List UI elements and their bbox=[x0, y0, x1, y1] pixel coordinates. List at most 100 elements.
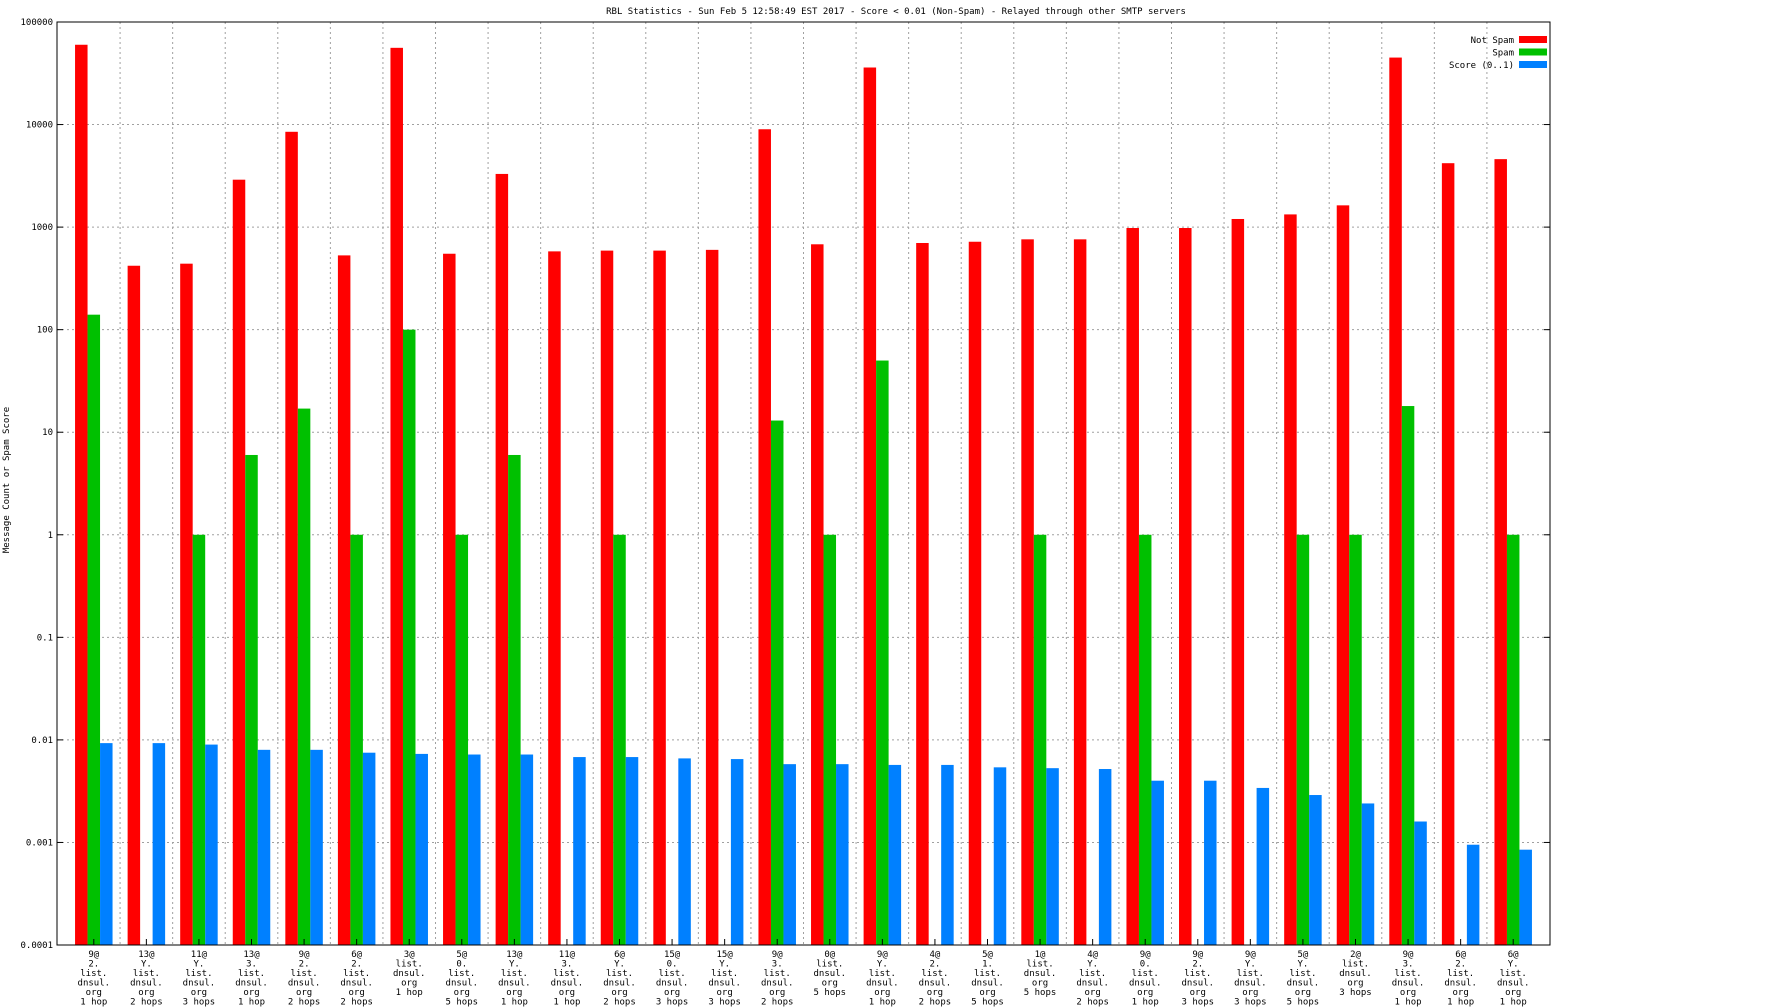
grid-lines bbox=[57, 22, 1550, 945]
x-axis-labels: 9@ 2. list. dnsul. org 1 hop 13@ Y. list. dnsul. o… bbox=[78, 939, 1530, 1008]
bar-spam bbox=[1401, 406, 1415, 945]
chart-title: RBL Statistics - Sun Feb 5 12:58:49 EST … bbox=[606, 7, 1186, 17]
bar-score bbox=[100, 743, 113, 945]
legend-label: Spam bbox=[1492, 49, 1514, 59]
legend-swatch bbox=[1519, 61, 1547, 68]
bar-score bbox=[730, 759, 744, 945]
x-tick-label: 3@ list. dnsul. org 1 hop bbox=[393, 950, 426, 998]
legend-label: Not Spam bbox=[1471, 36, 1514, 46]
x-tick-label: 13@ Y. list. dnsul. org 2 hops bbox=[130, 950, 163, 1008]
bar-not-spam bbox=[1179, 228, 1192, 945]
bar-spam bbox=[297, 408, 311, 946]
bar-not-spam bbox=[75, 44, 88, 945]
x-tick-label: 13@ 3. list. dnsul. org 1 hop bbox=[235, 950, 268, 1008]
y-tick-label: 100 bbox=[37, 326, 53, 336]
bar-not-spam bbox=[1021, 239, 1034, 945]
x-tick-label: 6@ Y. list. dnsul. org 1 hop bbox=[1497, 950, 1530, 1008]
bar-spam bbox=[770, 420, 784, 945]
bar-not-spam bbox=[600, 250, 614, 945]
bar-not-spam bbox=[811, 244, 824, 945]
x-tick-label: 9@ 2. list. dnsul. org 2 hops bbox=[288, 950, 321, 1008]
bar-not-spam bbox=[1441, 163, 1455, 946]
x-tick-label: 11@ 3. list. dnsul. org 1 hop bbox=[551, 950, 584, 1008]
bar-not-spam bbox=[495, 173, 509, 945]
bar-score bbox=[1256, 787, 1270, 945]
bar-spam bbox=[192, 534, 206, 945]
legend-label: Score (0..1) bbox=[1449, 61, 1514, 71]
x-tick-label: 9@ 2. list. dnsul. org 3 hops bbox=[1182, 950, 1215, 1008]
bar-score bbox=[1151, 780, 1164, 945]
x-tick-label: 5@ 1. list. dnsul. org 5 hops bbox=[971, 950, 1004, 1008]
bar-score bbox=[1361, 803, 1375, 945]
bar-score bbox=[152, 743, 166, 945]
x-tick-label: 15@ 0. list. dnsul. org 3 hops bbox=[656, 950, 689, 1008]
bar-score bbox=[783, 764, 796, 945]
bar-score bbox=[415, 753, 428, 945]
x-tick-label: 9@ 3. list. dnsul. org 2 hops bbox=[761, 950, 794, 1008]
bar-spam bbox=[455, 534, 469, 945]
x-tick-label: 9@ 3. list. dnsul. org 1 hop bbox=[1392, 950, 1425, 1008]
bar-score bbox=[888, 764, 902, 945]
bar-not-spam bbox=[443, 253, 456, 946]
bar-not-spam bbox=[705, 249, 719, 946]
y-tick-label: 0.1 bbox=[37, 633, 53, 643]
x-tick-label: 2@ list. dnsul. org 3 hops bbox=[1339, 950, 1372, 998]
bar-spam bbox=[350, 534, 363, 945]
plot-area-frame bbox=[56, 21, 1551, 946]
bar-not-spam bbox=[1389, 57, 1402, 945]
y-tick-label: 0.001 bbox=[26, 838, 53, 848]
bar-score bbox=[310, 749, 323, 945]
x-tick-label: 9@ Y. list. dnsul. org 1 hop bbox=[866, 950, 899, 1008]
bar-spam bbox=[613, 534, 626, 945]
bar-not-spam bbox=[1231, 218, 1245, 946]
legend-swatch bbox=[1519, 48, 1547, 56]
x-tick-label: 15@ Y. list. dnsul. org 3 hops bbox=[708, 950, 741, 1008]
bar-score bbox=[257, 749, 271, 945]
bar-score bbox=[941, 764, 954, 945]
bar-spam bbox=[1138, 534, 1152, 945]
bar-spam bbox=[1296, 534, 1310, 945]
bar-score bbox=[1309, 795, 1322, 945]
bars bbox=[75, 44, 1532, 946]
bar-not-spam bbox=[285, 131, 298, 945]
x-tick-label: 4@ 2. list. dnsul. org 2 hops bbox=[919, 950, 952, 1008]
bar-spam bbox=[1506, 534, 1520, 945]
y-axis-label: Message Count or Spam Score bbox=[2, 407, 12, 553]
bar-not-spam bbox=[337, 255, 351, 945]
bar-not-spam bbox=[653, 250, 666, 945]
bar-not-spam bbox=[1126, 228, 1139, 945]
bar-not-spam bbox=[1336, 205, 1350, 945]
bar-score bbox=[1046, 768, 1059, 945]
bar-not-spam bbox=[390, 47, 403, 946]
bar-score bbox=[836, 764, 849, 945]
bar-spam bbox=[508, 454, 521, 945]
bar-not-spam bbox=[863, 67, 877, 945]
bar-not-spam bbox=[548, 251, 561, 946]
x-tick-label: 4@ Y. list. dnsul. org 2 hops bbox=[1076, 950, 1109, 1008]
bar-not-spam bbox=[127, 265, 141, 945]
bar-score bbox=[1414, 821, 1427, 945]
bar-score bbox=[573, 757, 586, 945]
x-tick-label: 6@ 2. list. dnsul. org 2 hops bbox=[340, 950, 373, 1008]
x-tick-label: 11@ Y. list. dnsul. org 3 hops bbox=[183, 950, 216, 1008]
bar-score bbox=[468, 754, 481, 945]
bar-score bbox=[520, 754, 534, 945]
x-tick-label: 9@ 2. list. dnsul. org 1 hop bbox=[78, 950, 111, 1008]
bar-not-spam bbox=[232, 179, 246, 945]
x-tick-label: 5@ 0. list. dnsul. org 5 hops bbox=[446, 950, 479, 1008]
x-tick-label: 0@ list. dnsul. org 5 hops bbox=[814, 950, 847, 998]
bar-not-spam bbox=[1284, 214, 1297, 946]
x-tick-label: 1@ list. dnsul. org 5 hops bbox=[1024, 950, 1057, 998]
y-tick-label: 10000 bbox=[26, 121, 53, 131]
y-tick-label: 100000 bbox=[20, 18, 53, 28]
y-tick-label: 0.01 bbox=[31, 736, 53, 746]
bar-spam bbox=[402, 329, 416, 946]
bar-score bbox=[362, 752, 376, 945]
legend: Not Spam Spam Score (0..1) bbox=[1449, 36, 1547, 71]
x-tick-label: 5@ Y. list. dnsul. org 5 hops bbox=[1287, 950, 1320, 1008]
bar-score bbox=[1519, 849, 1532, 945]
bar-spam bbox=[1033, 534, 1047, 945]
bar-spam bbox=[1349, 534, 1362, 945]
y-tick-label: 1 bbox=[48, 531, 53, 541]
